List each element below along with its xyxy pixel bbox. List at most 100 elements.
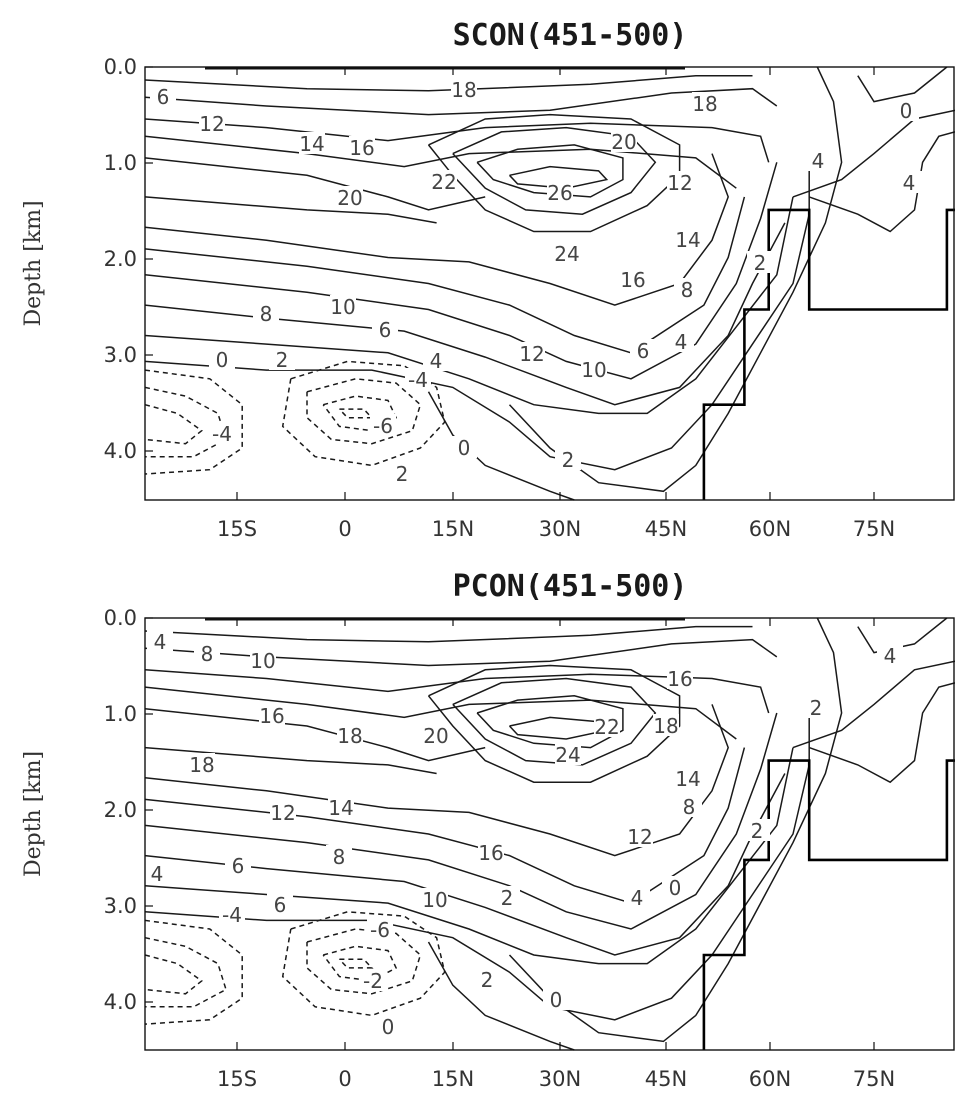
contour-label: 6 [274, 893, 287, 917]
contour-line-solid [476, 695, 624, 749]
contour-line-negative [322, 945, 398, 982]
y-axis: 0.0 1.0 2.0 3.0 4.0 [104, 55, 153, 463]
contour-label: 2 [276, 348, 289, 372]
contour-label-bg [189, 753, 215, 775]
contour-label-bg [326, 845, 352, 867]
contour-label-bg [367, 918, 393, 940]
x-tick-label: 0 [338, 517, 351, 541]
contour-label-bg [370, 414, 396, 436]
contour-label: 10 [250, 649, 275, 673]
contour-line-negative [144, 936, 227, 1008]
contour-label-bg [209, 348, 235, 370]
contour-line-solid [144, 153, 810, 471]
contour-line-solid [427, 391, 575, 501]
contour-label: 24 [554, 242, 579, 266]
contour-label: 24 [555, 743, 580, 767]
contour-label: 22 [594, 715, 619, 739]
contour-line-solid [508, 165, 609, 189]
contour-label-bg [330, 295, 356, 317]
contour-label-bg [662, 876, 688, 898]
x-tick-label: 60N [749, 517, 791, 541]
contour-label: 8 [683, 795, 696, 819]
panel-title: PCON(451-500) [453, 569, 688, 604]
y-axis-label: Depth [km] [21, 751, 46, 877]
contour-label-bg [555, 743, 581, 765]
contour-line-solid [144, 704, 730, 857]
contour-label-bg [225, 854, 251, 876]
x-tick-label: 15N [432, 517, 474, 541]
plot-frame [144, 617, 955, 1051]
contour-label: 12 [667, 171, 692, 195]
contour-label: 0 [900, 99, 913, 123]
contour-label: 4 [675, 330, 688, 354]
contour-label: 14 [675, 767, 700, 791]
contour-label-bg [375, 1015, 401, 1037]
contour-label-bg [747, 251, 773, 273]
contour-label-bg [219, 903, 245, 925]
contour-label: 6 [379, 318, 392, 342]
contour-label-bg [555, 448, 581, 470]
contour-line-solid [144, 686, 737, 740]
contour-label: 18 [451, 78, 476, 102]
contour-line-solid [144, 153, 730, 306]
contour-line-solid [857, 66, 948, 103]
contour-label: 20 [423, 724, 448, 748]
contour-lines [144, 66, 955, 501]
contour-label: 2 [754, 251, 767, 275]
contour-label-bg [805, 149, 831, 171]
contour-label-bg [620, 268, 646, 290]
contour-label-bg [267, 893, 293, 915]
contour-label-bg [431, 170, 457, 192]
y-tick-label: 1.0 [104, 702, 137, 726]
y-tick-label: 3.0 [104, 894, 137, 918]
contour-label: 22 [431, 170, 456, 194]
x-tick-label: 75N [853, 517, 895, 541]
contour-line-solid [144, 707, 486, 762]
contour-line-solid [144, 157, 486, 211]
contour-label-bg [893, 99, 919, 121]
contour-label: -4 [408, 368, 428, 392]
contour-label: 0 [382, 1015, 395, 1039]
contour-label-bg [423, 724, 449, 746]
y-tick-label: 0.0 [104, 55, 137, 79]
contour-label: 4 [430, 349, 443, 373]
contour-label: 8 [681, 278, 694, 302]
contour-lines [144, 617, 955, 1051]
contour-label: -6 [370, 918, 390, 942]
x-tick-label: 45N [645, 517, 687, 541]
y-tick-label: 0.0 [104, 606, 137, 630]
contour-label: 4 [903, 171, 916, 195]
contour-line-solid [427, 664, 681, 783]
contour-label-bg [494, 886, 520, 908]
contour-label-bg [328, 796, 354, 818]
contour-label-bg [253, 302, 279, 324]
contour-label: 2 [396, 462, 409, 486]
contour-label-bg [259, 704, 285, 726]
contour-label-bg [199, 112, 225, 134]
contour-label: -2 [363, 969, 383, 993]
x-tick-label: 15S [217, 1067, 257, 1091]
contour-label: 18 [692, 92, 717, 116]
contour-label: 2 [810, 696, 823, 720]
contour-line-negative [281, 360, 446, 467]
contour-label-bg [405, 368, 431, 390]
contour-label: 18 [189, 753, 214, 777]
y-axis: 0.0 1.0 2.0 3.0 4.0 [104, 606, 153, 1014]
contour-line-negative [338, 958, 374, 969]
contour-label: 12 [627, 825, 652, 849]
contour-label-bg [668, 330, 694, 352]
y-tick-label: 2.0 [104, 798, 137, 822]
contour-line-solid [144, 669, 770, 714]
contour-label: 8 [201, 642, 214, 666]
contour-label: 0 [669, 876, 682, 900]
contour-line-solid [452, 126, 657, 215]
contour-label-bg [337, 186, 363, 208]
contour-label: 4 [884, 644, 897, 668]
contour-label-bg [667, 171, 693, 193]
plot-frame [144, 66, 955, 501]
contour-label-bg [877, 644, 903, 666]
y-tick-label: 1.0 [104, 151, 137, 175]
